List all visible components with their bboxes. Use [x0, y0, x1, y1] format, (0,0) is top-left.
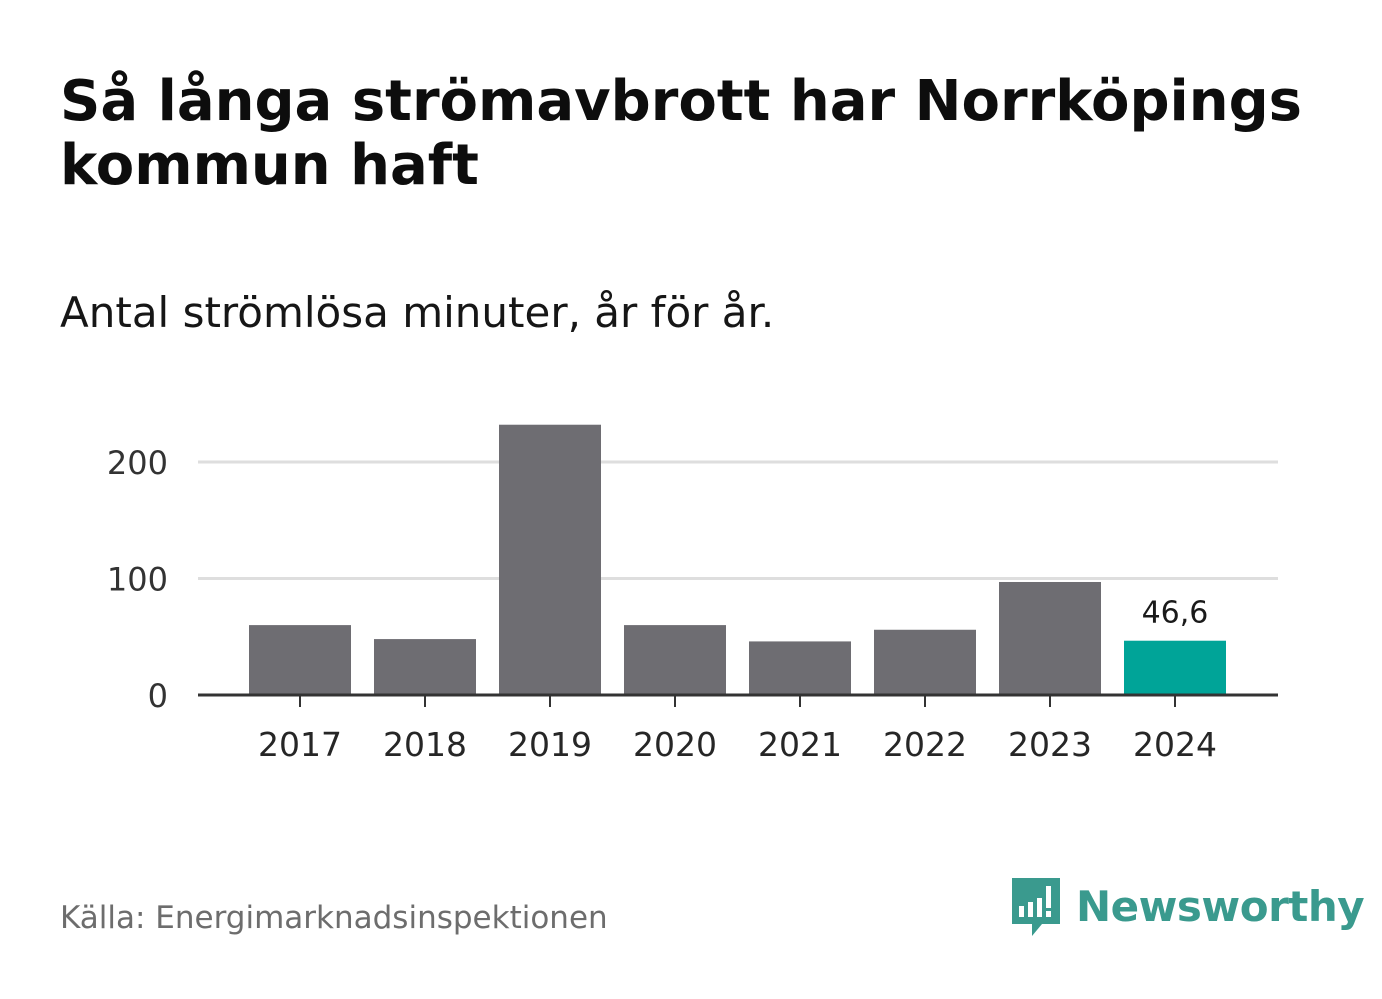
source-note: Källa: Energimarknadsinspektionen	[60, 900, 608, 936]
y-axis-ticks: 0 100 200	[107, 444, 168, 715]
bars	[249, 424, 1226, 695]
bar-2020	[624, 625, 726, 695]
y-tick-label-0: 0	[148, 677, 168, 715]
x-tick-label-2017: 2017	[258, 725, 342, 764]
chart-title: Så långa strömavbrott har Norrköpings ko…	[60, 69, 1303, 198]
chart-subtitle: Antal strömlösa minuter, år för år.	[60, 288, 775, 337]
data-labels: 46,6	[1142, 596, 1209, 631]
bar-2021	[749, 641, 851, 695]
x-tick-label-2018: 2018	[383, 725, 467, 764]
gridlines	[198, 460, 1278, 580]
x-tick-label-2024: 2024	[1133, 725, 1217, 764]
bar-chart: 0 100 200 2017 2018 2019 2020 2021 2022 2023 2024…	[107, 424, 1278, 764]
x-tick-label-2022: 2022	[883, 725, 967, 764]
newsworthy-logo-icon	[1012, 878, 1060, 936]
x-tick-label-2023: 2023	[1008, 725, 1092, 764]
bar-2023	[999, 581, 1101, 695]
data-label-2024: 46,6	[1142, 596, 1209, 631]
x-tick-label-2021: 2021	[758, 725, 842, 764]
brand-name: Newsworthy	[1076, 882, 1365, 931]
bar-2018	[374, 639, 476, 695]
x-axis-ticks: 2017 2018 2019 2020 2021 2022 2023 2024	[258, 695, 1217, 764]
bar-2024	[1124, 640, 1226, 695]
y-tick-label-200: 200	[107, 444, 168, 482]
bar-2022	[874, 629, 976, 695]
x-tick-label-2020: 2020	[633, 725, 717, 764]
brand-logo: Newsworthy	[1010, 876, 1365, 938]
bar-2017	[249, 625, 351, 695]
bar-2019	[499, 424, 601, 695]
y-tick-label-100: 100	[107, 561, 168, 599]
x-tick-label-2019: 2019	[508, 725, 592, 764]
